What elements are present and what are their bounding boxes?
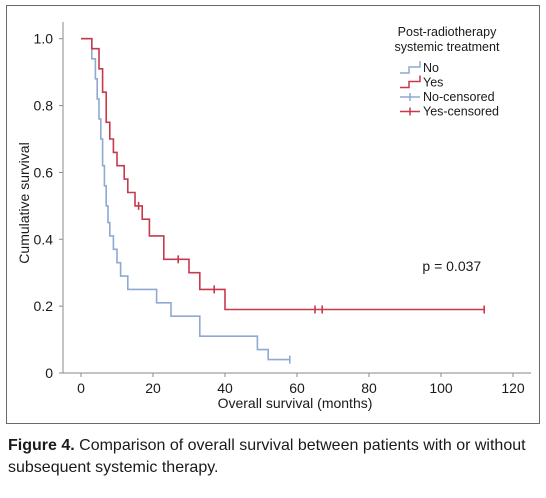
series-line-no: [81, 37, 290, 361]
legend-entry-no-swatch: [400, 61, 421, 74]
x-tick-label: 60: [289, 380, 305, 396]
series-lines: [81, 37, 485, 361]
y-tick-label: 1.0: [34, 31, 54, 47]
censor-marks: [137, 201, 486, 364]
x-tick-label: 120: [501, 380, 525, 396]
legend-title-line-2: systemic treatment: [395, 40, 500, 54]
y-axis-label: Cumulative survival: [16, 142, 32, 263]
x-tick-label: 80: [361, 380, 377, 396]
y-tick-label: 0: [45, 365, 53, 381]
y-tick-label: 0.6: [34, 164, 54, 180]
legend-entry-yes-label: Yes: [423, 76, 443, 90]
y-tick-label: 0.2: [34, 298, 54, 314]
x-axis-label: Overall survival (months): [218, 395, 373, 411]
tick-labels: 0 0.2 0.4 0.6 0.8 1.0 0 20 40 60 80 100 120: [34, 31, 525, 396]
x-tick-label: 20: [145, 380, 161, 396]
p-value-annotation: p = 0.037: [422, 258, 481, 274]
y-tick-label: 0.8: [34, 98, 54, 114]
legend-entry-no-label: No: [423, 61, 439, 75]
legend-entry-yes-swatch: [400, 75, 421, 89]
legend-title-line-1: Post-radiotherapy: [398, 25, 497, 39]
x-tick-label: 40: [217, 380, 233, 396]
series-line-yes: [81, 37, 485, 311]
axes: [62, 22, 531, 374]
caption-text: Comparison of overall survival between p…: [8, 437, 526, 476]
figure-caption: Figure 4. Comparison of overall survival…: [8, 435, 542, 479]
caption-label: Figure 4.: [8, 437, 75, 454]
x-tick-label: 0: [77, 380, 85, 396]
legend-entry-no-censored-label: No-censored: [423, 90, 495, 104]
figure-frame: 0 0.2 0.4 0.6 0.8 1.0 0 20 40 60 80 100 120 No Yes No-…: [6, 5, 540, 424]
x-tick-label: 100: [429, 380, 453, 396]
km-chart: 0 0.2 0.4 0.6 0.8 1.0 0 20 40 60 80 100 120 NoYesNo-…: [16, 22, 531, 411]
legend-entry-yes-censored-label: Yes-censored: [423, 105, 499, 119]
y-tick-label: 0.4: [34, 231, 54, 247]
